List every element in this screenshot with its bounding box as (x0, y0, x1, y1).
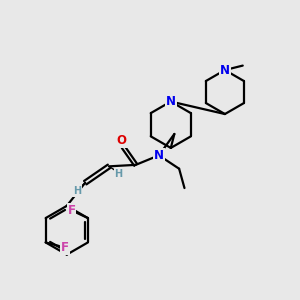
Text: H: H (73, 186, 81, 196)
Text: N: N (166, 95, 176, 108)
Text: N: N (154, 149, 164, 162)
Text: O: O (117, 134, 127, 147)
Text: N: N (220, 64, 230, 76)
Text: F: F (68, 203, 76, 217)
Text: H: H (114, 169, 123, 179)
Text: F: F (61, 241, 69, 254)
